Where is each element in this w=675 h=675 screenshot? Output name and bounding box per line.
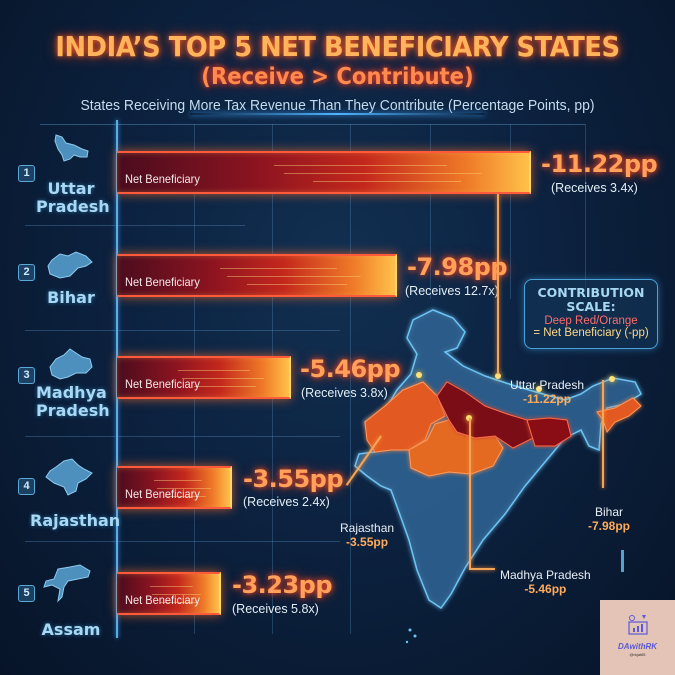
- bar-uttar-pradesh: Net Beneficiary: [117, 151, 531, 194]
- grid-hline: [25, 330, 340, 331]
- state-name: Madhya Pradesh: [36, 383, 110, 420]
- value-label: -5.46pp: [300, 355, 401, 383]
- circuit-trace: [273, 161, 521, 185]
- map-label-uttar-pradesh: Uttar Pradesh -11.22pp: [510, 378, 585, 406]
- map-label-rajasthan: Rajasthan -3.55pp: [340, 521, 395, 549]
- assam-region: [596, 397, 642, 434]
- legend-title: CONTRIBUTION SCALE:: [537, 285, 645, 314]
- rank-badge: 2: [18, 264, 35, 281]
- analytics-laptop-icon: [628, 615, 648, 635]
- bihar-shape-icon: [47, 251, 93, 279]
- madhya-pradesh-shape-icon: [49, 348, 93, 380]
- state-name: Assam: [41, 620, 101, 639]
- grid-hline: [25, 225, 245, 226]
- state-name: Rajasthan: [30, 511, 121, 530]
- map-dot-assam: [609, 376, 615, 382]
- map-dot-bihar: [536, 386, 542, 392]
- title-divider: [190, 113, 485, 115]
- map-dot-up: [495, 373, 501, 379]
- caption: States Receiving More Tax Revenue Than T…: [80, 97, 595, 114]
- receives-note: (Receives 3.8x): [301, 386, 388, 400]
- uttar-pradesh-shape-icon: [54, 134, 89, 162]
- circuit-trace: [220, 264, 387, 288]
- bar-madhya-pradesh: Net Beneficiary: [117, 356, 291, 399]
- legend-line-meaning: = Net Beneficiary (-pp): [533, 327, 649, 339]
- map-dot-rajasthan: [416, 372, 422, 378]
- grid-vline: [430, 124, 431, 299]
- circuit-trace: [177, 366, 281, 390]
- circuit-trace: [154, 476, 222, 500]
- rajasthan-region: [364, 381, 446, 453]
- grid-top-line: [40, 124, 585, 125]
- state-name: Uttar Pradesh: [36, 179, 110, 216]
- bar-rajasthan: Net Beneficiary: [117, 466, 232, 509]
- receives-note: (Receives 2.4x): [243, 495, 330, 509]
- rank-badge: 4: [18, 478, 35, 495]
- value-label: -3.55pp: [243, 465, 344, 493]
- assam-shape-icon: [43, 564, 91, 603]
- connector-bihar: [602, 380, 604, 488]
- bihar-region: [526, 417, 572, 447]
- watermark-logo: DAwithRK @rkjat65: [600, 600, 675, 675]
- value-label: -11.22pp: [541, 150, 658, 178]
- contribution-scale-legend: CONTRIBUTION SCALE: Deep Red/Orange = Net…: [524, 279, 658, 349]
- page-title: INDIA’S TOP 5 NET BENEFICIARY STATES: [55, 30, 620, 63]
- grid-hline: [25, 436, 340, 437]
- receives-note: (Receives 12.7x): [405, 284, 499, 298]
- bar-label: Net Beneficiary: [125, 172, 200, 186]
- receives-note: (Receives 3.4x): [551, 181, 638, 195]
- grid-vline: [510, 124, 511, 299]
- watermark-handle: @rkjat65: [629, 652, 646, 657]
- connector-mp-h: [469, 568, 495, 570]
- india-map: [354, 309, 642, 644]
- watermark-name: DAwithRK: [617, 642, 658, 651]
- rank-badge: 3: [18, 367, 35, 384]
- grid-vline: [585, 124, 586, 299]
- grid-hline: [25, 541, 340, 542]
- bar-label: Net Beneficiary: [125, 487, 200, 501]
- connector-up-bar: [497, 194, 499, 374]
- map-label-bihar: Bihar -7.98pp: [588, 505, 631, 533]
- rajasthan-shape-icon: [45, 458, 93, 496]
- value-label: -3.23pp: [232, 571, 333, 599]
- grid-vline: [350, 124, 351, 634]
- state-name: Bihar: [47, 288, 95, 307]
- connector-mp: [469, 418, 471, 568]
- map-label-madhya-pradesh: Madhya Pradesh -5.46pp: [500, 568, 591, 596]
- bar-label: Net Beneficiary: [125, 593, 200, 607]
- rank-badge: 1: [18, 165, 35, 182]
- bar-assam: Net Beneficiary: [117, 572, 221, 615]
- bar-label: Net Beneficiary: [125, 275, 200, 289]
- rank-badge: 5: [18, 585, 35, 602]
- bar-label: Net Beneficiary: [125, 377, 200, 391]
- bar-bihar: Net Beneficiary: [117, 254, 397, 297]
- legend-line-color: Deep Red/Orange: [544, 315, 638, 327]
- circuit-trace: [149, 582, 211, 606]
- value-label: -7.98pp: [407, 253, 508, 281]
- madhya-pradesh-region: [408, 419, 504, 477]
- receives-note: (Receives 5.8x): [232, 602, 319, 616]
- page-subtitle: (Receive > Contribute): [201, 64, 474, 90]
